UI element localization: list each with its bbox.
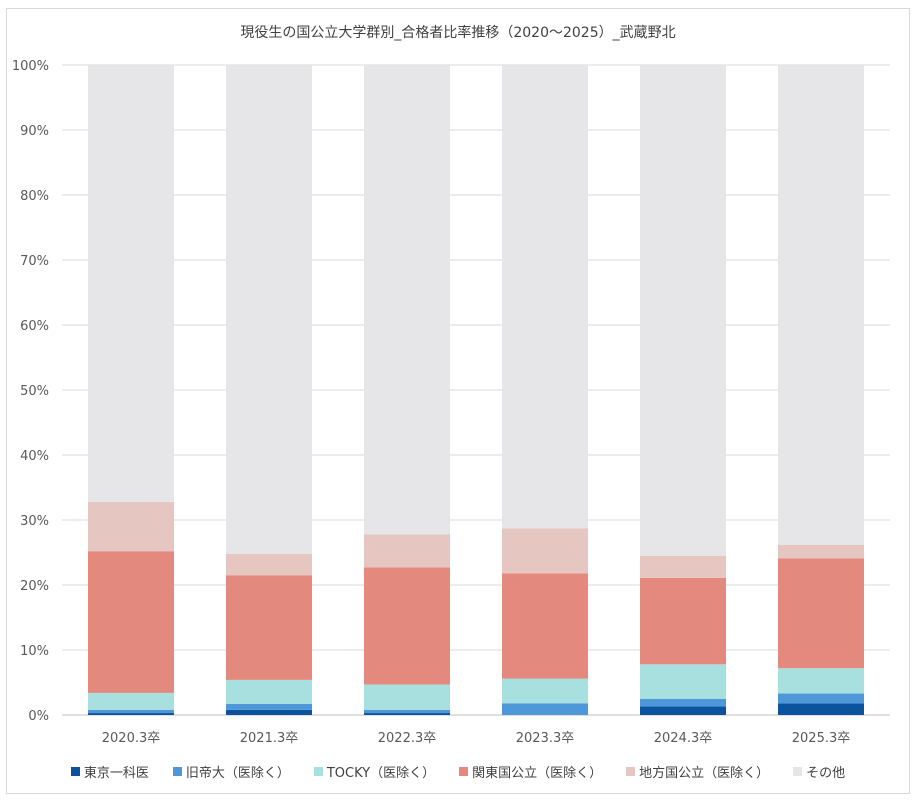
y-tick-label: 20%	[20, 579, 49, 594]
legend-swatch	[459, 766, 469, 776]
legend-item: その他	[793, 762, 845, 781]
legend-label: 東京一科医	[83, 765, 149, 781]
bar-segment	[502, 678, 588, 704]
x-tick-label: 2021.3卒	[240, 731, 299, 746]
y-tick-label: 90%	[20, 124, 49, 139]
bar-segment	[88, 501, 174, 552]
legend-swatch	[793, 766, 803, 776]
bar-segment	[88, 713, 174, 715]
bar-segment	[640, 65, 726, 556]
y-axis-ticks: 0% 10% 20% 30% 40% 50% 60% 70% 80% 90% 100%	[12, 59, 49, 724]
bar-segment	[364, 709, 450, 714]
y-tick-label: 100%	[12, 59, 49, 74]
bar-segment	[502, 703, 588, 715]
bar-segment	[226, 703, 312, 710]
chart-title: 現役生の国公立大学群別_合格者比率推移（2020～2025）_武蔵野北	[240, 25, 676, 41]
x-tick-label: 2020.3卒	[102, 731, 161, 746]
y-tick-label: 50%	[20, 384, 49, 399]
bar-segment	[226, 709, 312, 715]
bar-segment	[778, 558, 864, 669]
bar-segment	[364, 534, 450, 568]
bar-segment	[640, 706, 726, 715]
bar-segment	[502, 65, 588, 529]
bar-segment	[88, 709, 174, 714]
legend-item: 関東国公立（医除く）	[459, 762, 602, 781]
legend-label: その他	[806, 765, 846, 781]
bar-segments	[88, 65, 864, 715]
legend-item: 旧帝大（医除く）	[172, 762, 290, 781]
bar-segment	[364, 567, 450, 685]
x-tick-label: 2024.3卒	[654, 731, 713, 746]
bar-segment	[364, 65, 450, 535]
bar-segment	[778, 65, 864, 545]
legend-label: 旧帝大（医除く）	[185, 765, 290, 781]
bar-segment	[226, 679, 312, 704]
legend-label: 関東国公立（医除く）	[472, 765, 603, 781]
x-tick-label: 2023.3卒	[516, 731, 575, 746]
bar-segment	[640, 664, 726, 699]
bar-segment	[640, 698, 726, 707]
bar-segment	[778, 703, 864, 715]
legend-label: TOCKY（医除く）	[326, 765, 436, 781]
y-tick-label: 70%	[20, 254, 49, 269]
y-tick-label: 60%	[20, 319, 49, 334]
legend-item: 地方国公立（医除く）	[626, 762, 769, 781]
bar-segment	[226, 553, 312, 576]
bar-segment	[364, 713, 450, 715]
bar-segment	[640, 577, 726, 665]
bar-segment	[88, 65, 174, 502]
bar-segment	[88, 551, 174, 693]
legend-item: TOCKY（医除く）	[313, 762, 436, 781]
legend-swatch	[313, 766, 323, 776]
x-tick-label: 2022.3卒	[378, 731, 437, 746]
bar-segment	[226, 65, 312, 554]
bar-segment	[778, 668, 864, 694]
bar-segment	[226, 575, 312, 680]
legend-item: 東京一科医	[70, 762, 149, 781]
legend-label: 地方国公立（医除く）	[639, 765, 770, 781]
gridlines	[62, 64, 890, 716]
bar-segment	[364, 684, 450, 710]
y-tick-label: 30%	[20, 514, 49, 529]
bar-segment	[778, 693, 864, 704]
bar-segment	[640, 555, 726, 578]
x-tick-label: 2025.3卒	[792, 731, 851, 746]
y-tick-label: 80%	[20, 189, 49, 204]
y-tick-label: 0%	[28, 709, 49, 724]
bar-segment	[502, 528, 588, 574]
legend-swatch	[172, 766, 182, 776]
legend-swatch	[70, 766, 80, 776]
legend-swatch	[626, 766, 636, 776]
y-tick-label: 40%	[20, 449, 49, 464]
bar-segment	[88, 692, 174, 710]
bar-segment	[778, 544, 864, 559]
x-axis-ticks: 2020.3卒 2021.3卒 2022.3卒 2023.3卒 2024.3卒 2025.…	[102, 731, 851, 746]
legend: 東京一科医 旧帝大（医除く） TOCKY（医除く） 関東国公立（医除く） 地方国公立（医…	[0, 760, 916, 782]
y-tick-label: 10%	[20, 644, 49, 659]
bar-segment	[502, 573, 588, 679]
